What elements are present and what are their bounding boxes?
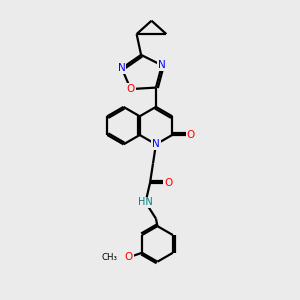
Text: O: O [127,84,135,94]
Text: N: N [152,140,160,149]
Text: O: O [124,252,133,262]
Text: N: N [158,60,166,70]
Text: N: N [118,63,126,73]
Text: O: O [187,130,195,140]
Text: HN: HN [138,197,153,207]
Text: O: O [164,178,172,188]
Text: CH₃: CH₃ [101,254,117,262]
